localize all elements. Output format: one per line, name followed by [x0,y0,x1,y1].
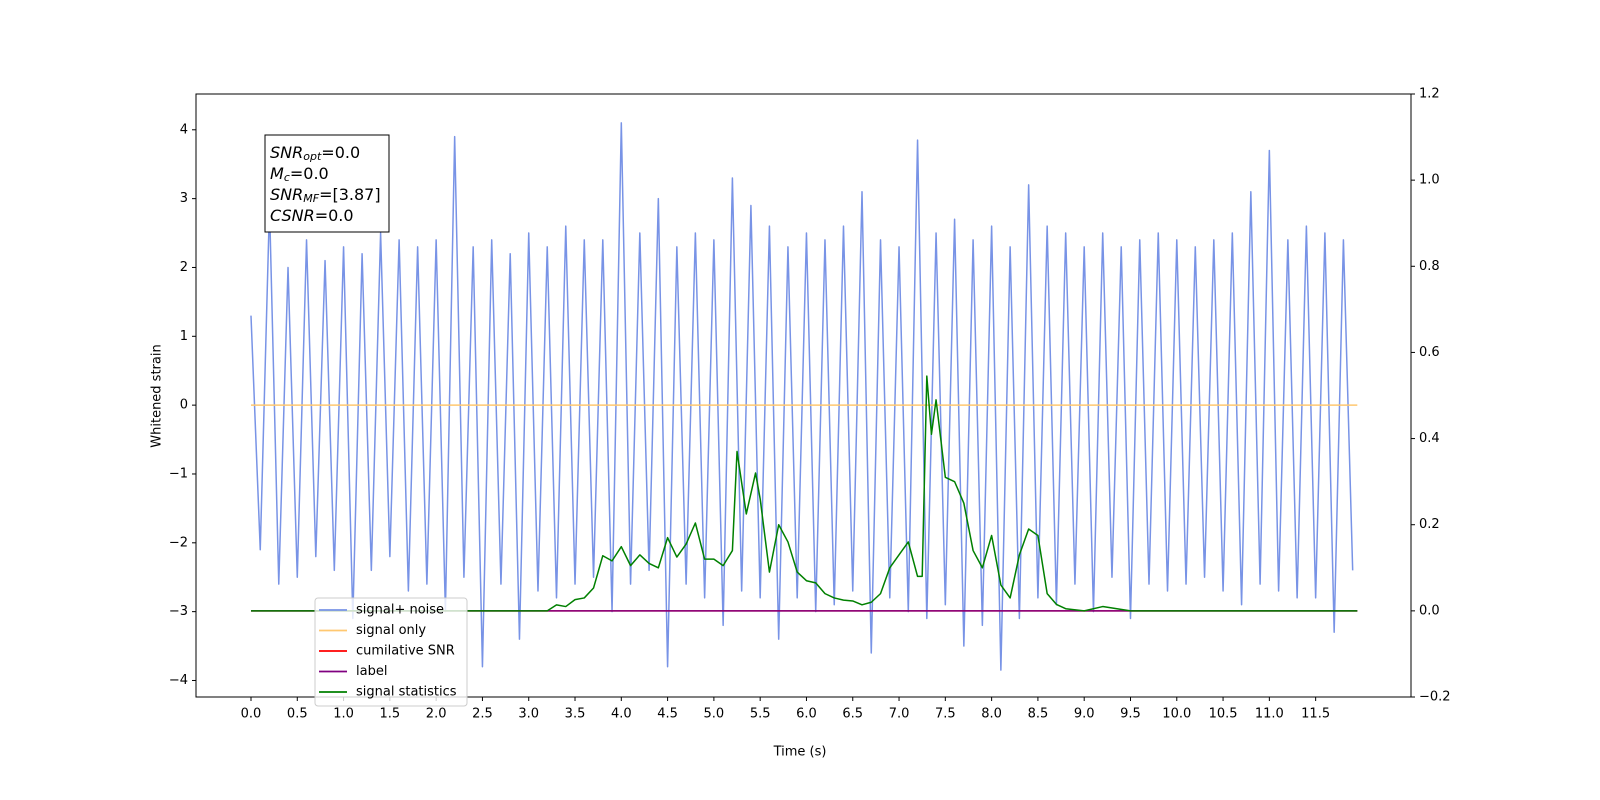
x-tick-label: 3.0 [518,707,539,722]
y2-tick-label: −0.2 [1419,690,1451,705]
x-tick-label: 7.0 [889,707,910,722]
series-line [250,122,1354,671]
y2-tick-label: 0.0 [1419,603,1440,618]
legend-label: label [356,664,387,679]
y2-tick-label: 1.2 [1419,87,1440,102]
annotation-subscript: c [284,171,290,184]
x-tick-label: 2.5 [472,707,493,722]
annotation-frame [264,134,390,233]
annotation-value: =0.0 [290,164,329,183]
annotation-value: =[3.87] [319,185,381,204]
x-tick-label: 4.0 [611,707,632,722]
x-tick-label: 8.5 [1028,707,1049,722]
legend-label: cumilative SNR [356,644,455,659]
x-tick-label: 10.5 [1209,707,1238,722]
x-tick-label: 10.0 [1162,707,1191,722]
y-tick-label: −3 [169,604,188,619]
series-line [250,375,1358,612]
x-tick-label: 8.0 [981,707,1002,722]
y-tick-label: 1 [180,329,188,344]
x-tick-label: 0.5 [287,707,308,722]
annotation-line: SNRopt=0.0 [270,143,360,164]
x-tick-label: 5.0 [704,707,725,722]
y-tick-label: 0 [180,398,188,413]
x-tick-label: 2.0 [426,707,447,722]
y2-tick-label: 0.6 [1419,345,1440,360]
x-tick-label: 3.5 [565,707,586,722]
x-tick-label: 1.0 [333,707,354,722]
y2-tick-label: 1.0 [1419,173,1440,188]
x-tick-label: 5.5 [750,707,771,722]
plot-frame [195,93,1412,698]
x-tick-label: 7.5 [935,707,956,722]
y2-tick-label: 0.4 [1419,431,1440,446]
y2-tick-label: 0.2 [1419,517,1440,532]
x-tick-label: 6.5 [842,707,863,722]
x-tick-label: 6.0 [796,707,817,722]
y2-tick-label: 0.8 [1419,259,1440,274]
legend: signal+ noise signal only cumilative SNR la… [314,597,468,707]
annotation-line: CSNR=0.0 [270,206,354,225]
x-tick-label: 4.5 [657,707,678,722]
y-tick-label: 2 [180,260,188,275]
legend-label: signal statistics [356,685,457,700]
annotation-symbol: SNR [270,143,303,162]
annotation-value: =0.0 [321,143,360,162]
annotation-line: SNRMF=[3.87] [270,185,381,206]
y-tick-label: −4 [169,673,188,688]
y-tick-label: 4 [180,122,188,137]
y-tick-label: −2 [169,535,188,550]
annotation-symbol: CSNR [270,206,315,225]
annotation-subscript: opt [303,150,322,163]
x-tick-label: 1.5 [380,707,401,722]
x-tick-label: 11.0 [1255,707,1284,722]
x-tick-label: 9.5 [1120,707,1141,722]
annotation-line: Mc=0.0 [270,164,329,185]
x-tick-label: 11.5 [1301,707,1330,722]
annotation-symbol: M [270,164,284,183]
y-tick-label: −1 [169,466,188,481]
x-tick-label: 0.0 [241,707,262,722]
x-tick-label: 9.0 [1074,707,1095,722]
annotation-subscript: MF [303,192,319,205]
legend-frame [314,597,468,707]
annotation-symbol: SNR [270,185,303,204]
x-axis-label: Time (s) [773,745,827,760]
annotation-value: =0.0 [315,206,354,225]
y-axis-label: Whitened strain [150,344,165,447]
y-tick-label: 3 [180,191,188,206]
legend-label: signal+ noise [356,603,444,618]
legend-label: signal only [356,623,426,638]
